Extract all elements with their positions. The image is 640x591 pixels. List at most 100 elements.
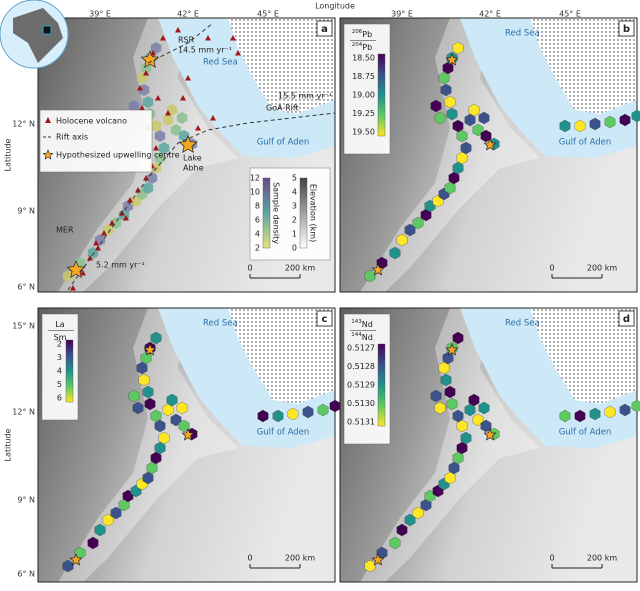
- x-axis-title: Longitude: [315, 2, 355, 11]
- colorbar: [377, 343, 386, 427]
- value-cell: [396, 233, 408, 247]
- legend-label: Hypothesized upwelling centre: [56, 151, 180, 160]
- value-cell: [574, 409, 586, 423]
- sea-label: Red Sea: [203, 58, 238, 68]
- density-cell: [176, 112, 188, 124]
- sea-label: Gulf of Aden: [257, 428, 310, 438]
- upwelling-centre: [483, 428, 497, 441]
- colorbar-title: 144Nd: [351, 332, 373, 342]
- value-cell: [154, 441, 166, 455]
- value-cell: [438, 71, 450, 85]
- colorbar-tick: 10: [250, 188, 260, 197]
- value-cell: [412, 506, 424, 520]
- value-cell: [559, 409, 571, 423]
- value-cell: [444, 181, 456, 195]
- value-cell: [317, 403, 329, 417]
- value-cell: [478, 111, 490, 125]
- sea-label: Gulf of Aden: [559, 138, 612, 148]
- value-cell: [150, 409, 162, 423]
- scale-label: 0: [247, 264, 252, 273]
- frame: [37, 17, 336, 293]
- value-cell: [444, 385, 456, 399]
- colorbar-tick: 18.50: [352, 54, 375, 63]
- colorbar-title-part: Nd: [362, 333, 373, 342]
- legend-label: Rift axis: [56, 133, 88, 142]
- value-cell: [257, 409, 269, 423]
- value-cell: [452, 41, 464, 55]
- legend-star: [42, 149, 54, 160]
- colorbar-title-part: La: [55, 320, 64, 329]
- value-cell: [452, 119, 464, 133]
- rift-axis: [67, 112, 336, 291]
- colorbar-tick: 12: [250, 174, 260, 183]
- density-cell: [128, 100, 140, 112]
- upwelling-centre: [140, 50, 160, 69]
- scale-label: 200 km: [587, 264, 617, 273]
- globe-land: [13, 8, 63, 63]
- colorbar-title-part: 143: [351, 319, 362, 325]
- volcano: [119, 210, 125, 216]
- value-cell: [456, 151, 468, 165]
- value-cell: [434, 111, 446, 125]
- upwelling-centre: [178, 135, 198, 154]
- volcano: [127, 197, 133, 203]
- lon-tick: 39° E: [391, 10, 413, 19]
- value-cell: [138, 373, 150, 387]
- rift-lowland: [58, 308, 238, 582]
- annotation: 14.5 mm yr⁻¹: [178, 46, 232, 55]
- colorbar-tick: 0.5130: [347, 399, 375, 408]
- value-cell: [589, 117, 601, 131]
- value-cell: [456, 441, 468, 455]
- colorbar-title: 143Nd: [351, 319, 373, 329]
- lat-tick: 9° N: [17, 496, 35, 505]
- volcano: [160, 35, 166, 41]
- value-cell: [146, 461, 158, 475]
- y-axis-title: Latitude: [4, 428, 13, 461]
- sea-label: Gulf of Aden: [257, 138, 310, 148]
- sea-label: Red Sea: [505, 29, 540, 39]
- value-cell: [440, 83, 452, 97]
- legend-volcano: [45, 117, 51, 123]
- value-cell: [144, 397, 156, 411]
- arabia: [228, 308, 335, 404]
- upwelling-centre: [66, 260, 86, 279]
- density-cell: [158, 142, 170, 154]
- colorbar-title: La: [55, 320, 64, 329]
- value-cell: [430, 389, 442, 403]
- lon-tick: 42° E: [177, 10, 199, 19]
- value-cell: [468, 393, 480, 407]
- volcano: [180, 95, 186, 101]
- scale-label: 200 km: [587, 554, 617, 563]
- value-cell: [452, 161, 464, 175]
- rift-lowland: [360, 308, 540, 582]
- value-cell: [472, 123, 484, 137]
- globe-box: [42, 25, 52, 35]
- colorbar-tick: 4: [255, 230, 260, 239]
- density-cell: [162, 114, 174, 126]
- colorbar-title-part: Nd: [362, 320, 373, 329]
- rift-lowland: [360, 18, 540, 292]
- panel-label-box: [618, 20, 635, 37]
- value-cell: [132, 401, 144, 415]
- colorbar-tick: 5: [57, 380, 62, 389]
- upwelling-centre: [445, 53, 459, 66]
- colorbar-title-part: Pb: [362, 30, 372, 39]
- value-cell: [420, 208, 432, 222]
- lat-tick: 6° N: [17, 570, 35, 579]
- panel: Red Sea Gulf of Aden c 0 200 km La Sm2 3 4 5 6: [37, 307, 341, 583]
- lat-tick: 15° N: [12, 322, 35, 331]
- sea-label: Gulf of Aden: [559, 428, 612, 438]
- value-cell: [448, 171, 460, 185]
- colorbar-tick: 8: [255, 202, 260, 211]
- value-cell: [619, 403, 631, 417]
- colorbar: [65, 339, 74, 403]
- value-cell: [140, 351, 152, 365]
- colorbar-title-part: Sm: [54, 333, 67, 342]
- volcano: [135, 187, 141, 193]
- colorbar-tick: 6: [57, 394, 62, 403]
- value-cell: [478, 401, 490, 415]
- value-cell: [460, 141, 472, 155]
- volcano: [70, 285, 76, 291]
- upwelling-centre: [181, 428, 195, 441]
